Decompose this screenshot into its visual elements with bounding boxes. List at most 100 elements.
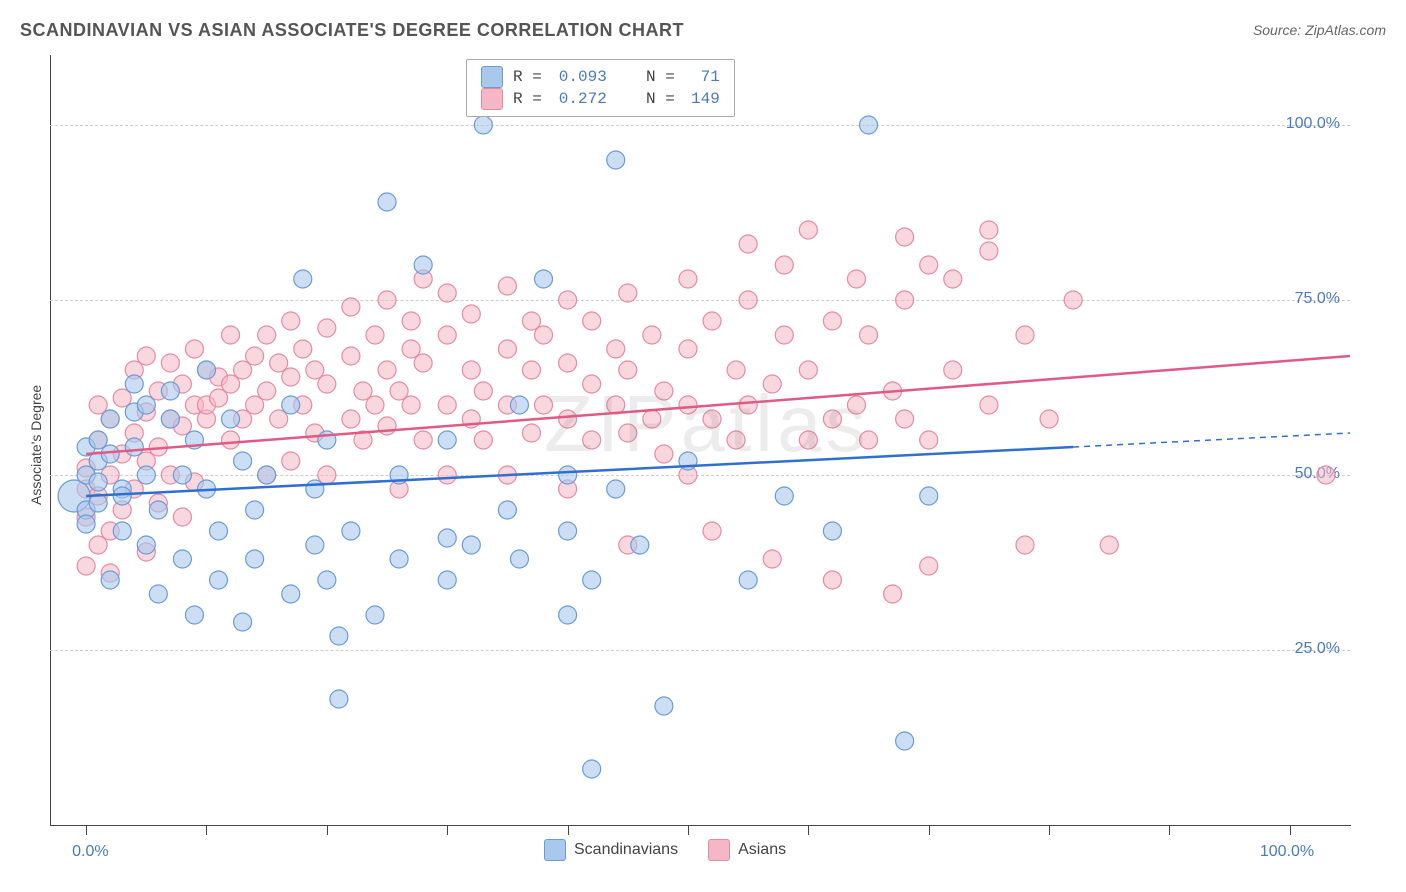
data-point: [137, 396, 155, 414]
trend-line-dashed: [1073, 433, 1350, 447]
data-point: [799, 221, 817, 239]
data-point: [294, 340, 312, 358]
data-point: [823, 571, 841, 589]
data-point: [89, 431, 107, 449]
data-point: [896, 228, 914, 246]
data-point: [161, 354, 179, 372]
data-point: [522, 424, 540, 442]
legend-swatch: [708, 839, 730, 861]
data-point: [643, 326, 661, 344]
data-point: [173, 466, 191, 484]
data-point: [498, 277, 516, 295]
data-point: [89, 536, 107, 554]
data-point: [306, 480, 324, 498]
data-point: [234, 452, 252, 470]
data-point: [282, 312, 300, 330]
data-point: [390, 382, 408, 400]
data-point: [402, 396, 420, 414]
data-point: [1040, 410, 1058, 428]
data-point: [438, 571, 456, 589]
data-point: [438, 326, 456, 344]
data-point: [559, 466, 577, 484]
data-point: [1016, 326, 1034, 344]
data-point: [583, 571, 601, 589]
legend-item: Scandinavians: [544, 839, 678, 861]
data-point: [980, 242, 998, 260]
data-point: [414, 431, 432, 449]
data-point: [161, 410, 179, 428]
data-point: [222, 431, 240, 449]
chart-container: SCANDINAVIAN VS ASIAN ASSOCIATE'S DEGREE…: [0, 0, 1406, 892]
data-point: [366, 606, 384, 624]
data-point: [679, 396, 697, 414]
bottom-legend: ScandinaviansAsians: [544, 839, 786, 861]
data-point: [763, 550, 781, 568]
data-point: [920, 431, 938, 449]
data-point: [438, 396, 456, 414]
data-point: [655, 382, 673, 400]
data-point: [474, 431, 492, 449]
data-point: [318, 319, 336, 337]
data-point: [920, 557, 938, 575]
data-point: [77, 515, 95, 533]
data-point: [799, 361, 817, 379]
data-point: [438, 284, 456, 302]
data-point: [1064, 291, 1082, 309]
data-point: [402, 312, 420, 330]
data-point: [330, 627, 348, 645]
data-point: [125, 375, 143, 393]
data-point: [559, 522, 577, 540]
data-point: [619, 361, 637, 379]
data-point: [246, 501, 264, 519]
data-point: [474, 116, 492, 134]
data-point: [1100, 536, 1118, 554]
data-point: [510, 396, 528, 414]
data-point: [775, 256, 793, 274]
data-point: [847, 270, 865, 288]
data-point: [896, 291, 914, 309]
data-point: [366, 326, 384, 344]
data-point: [113, 522, 131, 540]
data-point: [342, 522, 360, 540]
legend-swatch: [481, 66, 503, 88]
data-point: [535, 396, 553, 414]
data-point: [980, 396, 998, 414]
data-point: [739, 396, 757, 414]
data-point: [366, 396, 384, 414]
data-point: [775, 326, 793, 344]
data-point: [294, 270, 312, 288]
data-point: [498, 340, 516, 358]
data-point: [559, 606, 577, 624]
data-point: [607, 340, 625, 358]
data-point: [390, 550, 408, 568]
data-point: [210, 522, 228, 540]
data-point: [173, 508, 191, 526]
data-point: [210, 571, 228, 589]
legend-swatch: [544, 839, 566, 861]
data-point: [161, 382, 179, 400]
data-point: [378, 291, 396, 309]
data-point: [101, 445, 119, 463]
data-point: [318, 466, 336, 484]
data-point: [535, 270, 553, 288]
data-point: [823, 522, 841, 540]
data-point: [860, 326, 878, 344]
data-point: [342, 410, 360, 428]
data-point: [318, 375, 336, 393]
data-point: [101, 571, 119, 589]
data-point: [246, 550, 264, 568]
data-point: [210, 389, 228, 407]
data-point: [197, 361, 215, 379]
data-point: [222, 326, 240, 344]
data-point: [270, 354, 288, 372]
data-point: [137, 536, 155, 554]
data-point: [234, 613, 252, 631]
legend-swatch: [481, 88, 503, 110]
data-point: [607, 151, 625, 169]
data-point: [655, 445, 673, 463]
data-point: [137, 347, 155, 365]
data-point: [860, 116, 878, 134]
data-point: [703, 522, 721, 540]
data-point: [318, 571, 336, 589]
data-point: [619, 284, 637, 302]
